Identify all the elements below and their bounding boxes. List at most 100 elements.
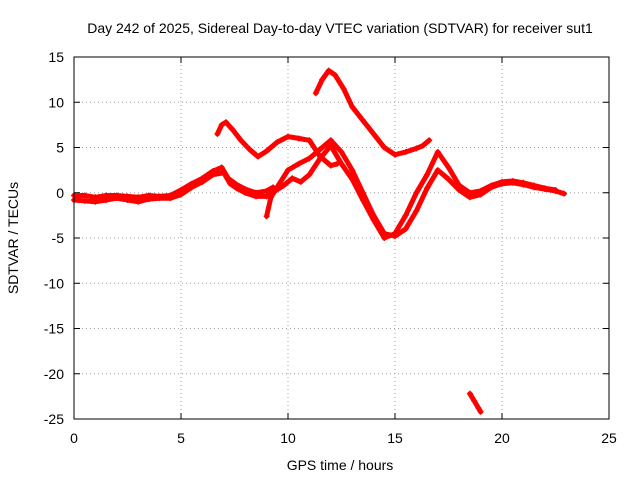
data-point <box>477 187 484 194</box>
data-point <box>370 216 377 223</box>
y-tick-label: 5 <box>56 140 64 156</box>
data-point <box>255 153 262 160</box>
data-point <box>297 178 304 185</box>
data-point <box>349 103 356 110</box>
data-point <box>295 160 302 167</box>
x-axis-label: GPS time / hours <box>287 457 394 473</box>
data-point <box>214 130 221 137</box>
data-point <box>466 189 473 196</box>
data-point <box>424 185 431 192</box>
data-point <box>222 119 229 126</box>
x-tick-label: 0 <box>70 430 78 446</box>
y-axis-label: SDTVAR / TECUs <box>5 182 21 294</box>
series-line <box>467 391 484 415</box>
data-point <box>263 187 270 194</box>
data-point <box>445 164 452 171</box>
data-point <box>285 133 291 140</box>
data-point <box>541 185 548 192</box>
data-point <box>488 182 495 189</box>
data-point <box>466 390 473 397</box>
data-point <box>552 187 559 194</box>
data-point <box>306 137 313 144</box>
x-tick-label: 20 <box>494 430 510 446</box>
series-track-middle-b <box>272 142 559 241</box>
data-point <box>531 182 538 189</box>
data-point <box>218 164 225 171</box>
data-point <box>359 196 366 203</box>
data-point <box>295 135 302 142</box>
data-point <box>471 397 478 404</box>
series-track-upper <box>214 119 341 169</box>
data-point <box>124 193 131 200</box>
data-point <box>167 192 174 199</box>
data-point <box>413 207 420 214</box>
data-point <box>445 176 452 183</box>
data-point <box>509 177 516 184</box>
data-point <box>349 176 356 183</box>
y-tick-label: 0 <box>56 185 64 201</box>
series-track-main-b <box>71 164 277 201</box>
data-point <box>392 151 398 158</box>
y-tick-label: 10 <box>48 94 64 110</box>
x-tick-label: 5 <box>177 430 185 446</box>
data-point <box>145 192 152 199</box>
data-point <box>317 155 324 162</box>
data-point <box>263 148 270 155</box>
data-point <box>402 149 409 156</box>
data-point <box>263 213 270 220</box>
data-point <box>312 90 319 97</box>
data-point <box>280 182 287 189</box>
data-point <box>327 142 334 149</box>
y-tick-label: -10 <box>44 275 64 291</box>
tick-labels: 0 5 10 15 20 25 -25 -20 -15 -10 -5 0 5 10 15 <box>44 49 617 446</box>
data-point <box>456 182 463 189</box>
data-point <box>325 67 332 74</box>
y-tick-label: -25 <box>44 411 64 427</box>
data-point <box>242 186 249 193</box>
data-point <box>81 192 88 199</box>
data-point <box>424 171 431 178</box>
data-point <box>92 194 99 201</box>
data-point <box>381 144 388 151</box>
data-point <box>233 181 240 188</box>
series-layer <box>71 67 568 415</box>
data-point <box>338 160 345 167</box>
data-point <box>332 72 339 79</box>
x-tick-label: 10 <box>280 430 296 446</box>
data-point <box>402 212 409 219</box>
data-point <box>156 193 163 200</box>
data-point <box>327 137 334 144</box>
grid <box>74 57 609 419</box>
y-tick-label: -20 <box>44 366 64 382</box>
data-point <box>419 142 426 149</box>
data-point <box>274 139 281 146</box>
chart-title: Day 242 of 2025, Sidereal Day-to-day VTE… <box>87 20 593 36</box>
data-point <box>319 76 326 83</box>
data-point <box>178 187 184 194</box>
data-point <box>306 171 313 178</box>
data-point <box>289 175 296 182</box>
data-point <box>237 137 244 144</box>
data-point <box>413 189 420 196</box>
data-point <box>103 192 110 199</box>
data-point <box>252 189 259 196</box>
data-point <box>225 175 232 182</box>
data-point <box>113 192 120 199</box>
y-tick-label: 15 <box>48 49 64 65</box>
data-point <box>561 190 568 197</box>
data-point <box>188 180 195 187</box>
x-tick-label: 15 <box>387 430 403 446</box>
series-track-middle <box>263 137 568 240</box>
data-point <box>520 179 527 186</box>
data-point <box>434 149 441 156</box>
x-tick-label: 25 <box>601 430 617 446</box>
data-point <box>210 168 217 175</box>
data-point <box>285 167 291 174</box>
series-line <box>264 137 567 239</box>
data-point <box>381 235 388 241</box>
data-point <box>359 117 366 124</box>
data-point <box>434 167 441 174</box>
data-point <box>370 130 377 137</box>
plot-frame <box>73 56 610 420</box>
